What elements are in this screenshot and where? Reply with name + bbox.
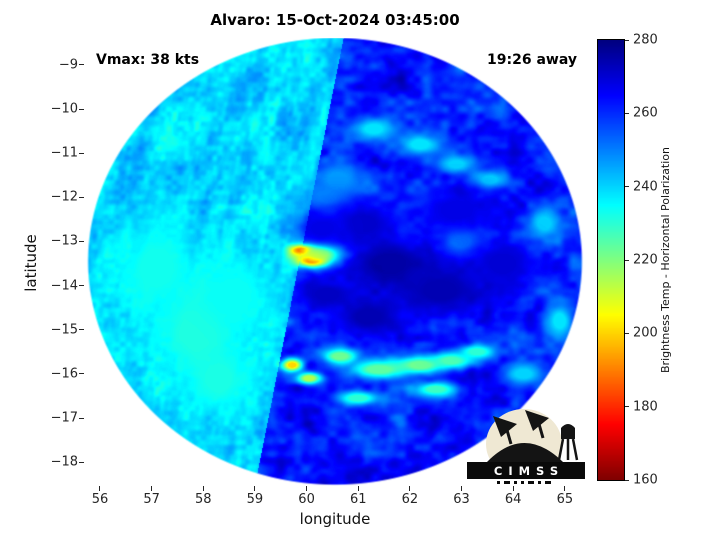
y-tick-label: −17 xyxy=(50,410,78,426)
y-tick-label: −15 xyxy=(50,322,78,338)
y-tick-label: −12 xyxy=(50,189,78,205)
colorbar-tick-mark xyxy=(625,186,629,188)
x-tick-mark xyxy=(564,486,566,491)
y-tick-label: −10 xyxy=(50,101,78,117)
y-tick-mark xyxy=(79,240,84,242)
colorbar-tick-mark xyxy=(625,39,629,41)
y-tick-mark xyxy=(79,285,84,287)
y-tick-label: −16 xyxy=(50,366,78,382)
y-tick-mark xyxy=(79,329,84,331)
x-tick-label: 65 xyxy=(556,492,574,507)
x-tick-label: 61 xyxy=(349,492,367,507)
logo-dish-left-mast xyxy=(505,429,513,445)
logo-dish-right-icon xyxy=(525,410,549,431)
colorbar-tick-label: 200 xyxy=(633,325,658,341)
colorbar-tick-mark xyxy=(625,406,629,408)
x-tick-label: 63 xyxy=(453,492,470,507)
logo-water-tower-legs xyxy=(557,438,579,461)
colorbar-tick-label: 220 xyxy=(633,252,658,268)
colorbar-tick-mark xyxy=(625,259,629,261)
x-tick-label: 58 xyxy=(195,492,212,507)
colorbar-label: Brightness Temp - Horizontal Polarizatio… xyxy=(659,147,672,373)
colorbar-tick-label: 240 xyxy=(633,179,658,195)
y-tick-mark xyxy=(79,152,84,154)
logo-dish-left-icon xyxy=(493,416,517,437)
colorbar-tick-mark xyxy=(625,479,629,481)
x-tick-mark xyxy=(512,486,514,491)
colorbar-tick-mark xyxy=(625,112,629,114)
y-tick-label: −14 xyxy=(50,278,78,294)
y-tick-mark xyxy=(79,461,84,463)
y-tick-mark xyxy=(79,108,84,110)
y-axis-label: latitude xyxy=(22,234,40,292)
x-tick-mark xyxy=(409,486,411,491)
x-tick-label: 62 xyxy=(401,492,419,507)
x-tick-mark xyxy=(461,486,463,491)
cimss-logo-text: CIMSS xyxy=(494,464,564,478)
logo-dish-right-mast xyxy=(537,423,545,439)
logo-morse-dots xyxy=(497,481,551,484)
x-tick-label: 59 xyxy=(246,492,264,507)
logo-banner xyxy=(467,462,585,479)
colorbar-tick-label: 280 xyxy=(633,32,658,48)
satellite-brightness-temp-image xyxy=(85,38,585,486)
colorbar-tick-label: 260 xyxy=(633,105,658,121)
x-tick-mark xyxy=(306,486,308,491)
x-tick-mark xyxy=(202,486,204,491)
y-tick-label: −11 xyxy=(50,145,78,161)
x-tick-label: 64 xyxy=(504,492,522,507)
x-tick-mark xyxy=(254,486,256,491)
y-tick-mark xyxy=(79,373,84,375)
x-tick-label: 57 xyxy=(143,492,160,507)
y-tick-label: −9 xyxy=(58,57,78,73)
y-tick-label: −13 xyxy=(50,233,78,249)
y-tick-mark xyxy=(79,196,84,198)
y-tick-mark xyxy=(79,417,84,419)
x-tick-label: 56 xyxy=(91,492,109,507)
colorbar-tick-label: 160 xyxy=(633,472,658,488)
colorbar-tick-mark xyxy=(625,332,629,334)
x-tick-mark xyxy=(99,486,101,491)
x-tick-mark xyxy=(357,486,359,491)
x-axis-label: longitude xyxy=(299,510,371,528)
colorbar xyxy=(597,39,625,481)
colorbar-tick-label: 180 xyxy=(633,399,658,415)
cimss-logo: CIMSS xyxy=(467,409,585,484)
y-tick-label: −18 xyxy=(50,454,78,470)
logo-water-tower xyxy=(561,428,575,439)
y-tick-mark xyxy=(79,64,84,66)
logo-water-tower-roof xyxy=(561,424,575,428)
chart-title: Alvaro: 15-Oct-2024 03:45:00 xyxy=(210,11,460,29)
x-tick-label: 60 xyxy=(298,492,315,507)
logo-dome-silhouette xyxy=(487,443,563,462)
x-tick-mark xyxy=(151,486,153,491)
